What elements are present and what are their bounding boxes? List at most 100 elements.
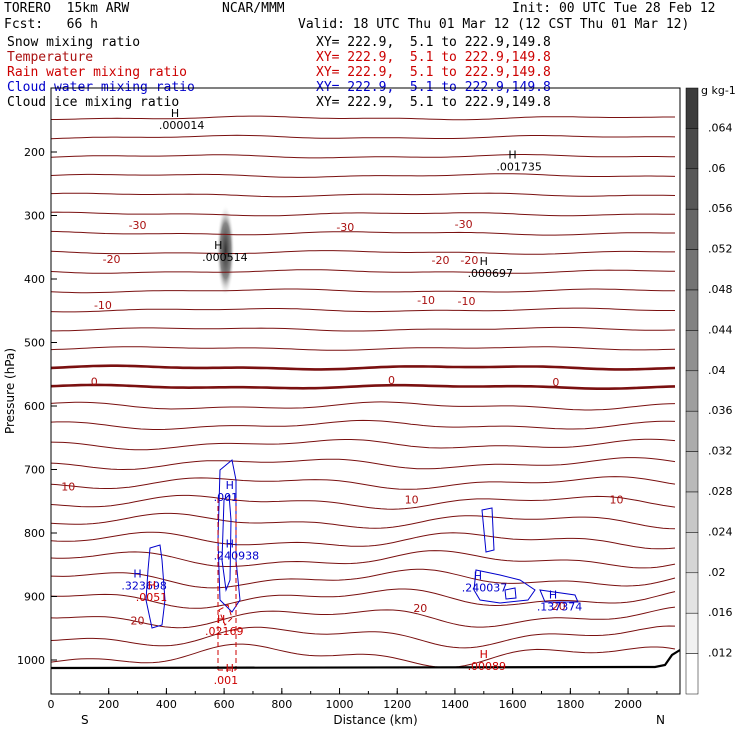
x-axis-label: Distance (km) xyxy=(333,713,417,727)
colorbar-swatch xyxy=(685,370,699,412)
temperature-contour xyxy=(50,512,676,530)
north-label: N xyxy=(656,713,665,727)
colorbar-unit: g kg-1 xyxy=(701,84,736,97)
temperature-contour xyxy=(50,401,676,411)
legend-snow: Snow mixing ratio xyxy=(7,35,141,50)
extremum-marker: H xyxy=(148,579,156,592)
temperature-label: -30 xyxy=(336,221,354,234)
colorbar-tick-label: .052 xyxy=(708,243,733,256)
y-axis-label: Pressure (hPa) xyxy=(3,348,17,434)
colorbar-swatch xyxy=(685,410,699,452)
temperature-contour xyxy=(50,307,675,313)
x-tick-label: 0 xyxy=(48,698,55,711)
colorbar-swatch xyxy=(685,612,699,654)
south-label: S xyxy=(81,713,89,727)
temperature-contour xyxy=(50,476,676,490)
legend-temperature-xy: XY= 222.9, 5.1 to 222.9,149.8 xyxy=(316,50,551,65)
axes: 0 200 400 600 800 1000 1200 1400 1600 1800 2000200… xyxy=(3,146,665,727)
colorbar-tick-label: .064 xyxy=(708,121,733,134)
extremum-marker: H xyxy=(214,239,222,252)
y-tick-label: 600 xyxy=(24,400,45,413)
temperature-contour xyxy=(50,438,676,451)
extremum-value: .001 xyxy=(214,491,239,504)
rain-contour xyxy=(217,498,237,671)
temperature-contour xyxy=(50,134,676,140)
cloud-water-contour xyxy=(539,589,579,603)
temperature-label: -10 xyxy=(94,299,112,312)
temperature-contour xyxy=(50,383,676,390)
temperature-contour xyxy=(50,494,676,510)
forecast-hour: Fcst: 66 h xyxy=(4,17,98,32)
temperature-label: -20 xyxy=(432,254,450,267)
x-tick-label: 400 xyxy=(156,698,177,711)
colorbar-tick-label: .04 xyxy=(708,364,726,377)
extremum-value: .0051 xyxy=(136,591,168,604)
extremum-marker: H xyxy=(226,538,234,551)
legend-rain: Rain water mixing ratio xyxy=(7,65,188,80)
temperature-label: 0 xyxy=(388,374,395,387)
temperature-contour xyxy=(50,250,675,255)
colorbar-swatch xyxy=(685,532,699,574)
legend-temperature: Temperature xyxy=(7,50,94,65)
colorbar-tick-label: .032 xyxy=(708,445,733,458)
temperature-contour xyxy=(50,606,676,629)
temperature-label: 10 xyxy=(610,493,624,506)
x-tick-label: 1000 xyxy=(326,698,354,711)
temperature-label: -30 xyxy=(455,218,473,231)
temperature-label: 10 xyxy=(61,481,75,494)
colorbar-tick-label: .036 xyxy=(708,404,733,417)
temperature-contour xyxy=(50,531,676,550)
extremum-marker: H xyxy=(480,255,488,268)
colorbar-swatch xyxy=(685,330,699,372)
temperature-label: -30 xyxy=(129,219,147,232)
plot-border xyxy=(50,87,681,695)
temperature-label: 20 xyxy=(413,602,427,615)
colorbar-tick-label: .024 xyxy=(708,525,733,538)
x-tick-label: 1200 xyxy=(383,698,411,711)
extremum-marker: H xyxy=(226,662,234,675)
colorbar-swatch xyxy=(685,491,699,533)
init-time: Init: 00 UTC Tue 28 Feb 12 xyxy=(512,1,716,16)
cloud-water-contour xyxy=(221,493,232,592)
temperature-contour xyxy=(51,326,676,332)
temperature-label: 20 xyxy=(552,600,566,613)
colorbar-swatch xyxy=(685,168,699,210)
x-tick-label: 1800 xyxy=(556,698,584,711)
snow-shading xyxy=(216,204,235,297)
temperature-label: -20 xyxy=(460,254,478,267)
x-tick-label: 800 xyxy=(271,698,292,711)
extremum-value: .001735 xyxy=(496,161,541,174)
extremum-marker: H xyxy=(549,589,557,602)
extremum-marker: H xyxy=(226,479,234,492)
plot-frame xyxy=(50,87,681,695)
y-tick-label: 1000 xyxy=(17,654,45,667)
x-tick-label: 200 xyxy=(98,698,119,711)
temperature-contour xyxy=(50,364,676,371)
legend-rain-xy: XY= 222.9, 5.1 to 222.9,149.8 xyxy=(316,65,551,80)
extremum-value: .240938 xyxy=(214,550,260,563)
y-tick-label: 400 xyxy=(24,273,45,286)
y-tick-label: 800 xyxy=(24,527,45,540)
model-title: TORERO 15km ARW xyxy=(4,1,130,16)
extremum-marker: H xyxy=(474,570,482,583)
x-tick-label: 2000 xyxy=(614,698,642,711)
extremum-value: .000014 xyxy=(159,119,205,132)
temperature-contour xyxy=(50,211,675,217)
cloud-water-contour xyxy=(473,569,536,604)
cloud-water-contour xyxy=(217,459,241,613)
y-tick-label: 200 xyxy=(24,146,45,159)
temperature-label: -10 xyxy=(458,295,476,308)
temperature-contour xyxy=(50,192,676,198)
y-tick-label: 300 xyxy=(24,210,45,223)
colorbar-tick-label: .012 xyxy=(708,647,733,660)
extremum-value: .323698 xyxy=(121,580,167,593)
y-tick-label: 500 xyxy=(24,337,45,350)
temperature-contour xyxy=(50,346,676,351)
contour-labels: -30 -30 -30 -20 -20 -20 -10 -10 -10 0 0 0 10 10 10 20 20… xyxy=(61,107,623,687)
x-tick-label: 1400 xyxy=(441,698,469,711)
temperature-contour xyxy=(50,419,676,430)
colorbar-tick-label: .016 xyxy=(708,606,733,619)
temperature-contour xyxy=(50,154,676,159)
cloud-water-contours xyxy=(145,459,579,629)
